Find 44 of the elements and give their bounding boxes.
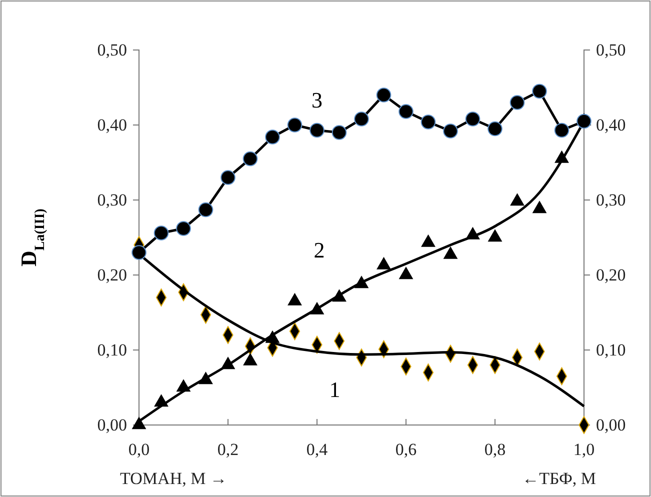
point (576, 114, 592, 129)
y-tick-label: 0,00 (97, 415, 127, 434)
point (354, 112, 369, 126)
point (310, 122, 324, 138)
point (488, 121, 502, 136)
y-tick-label: 0,50 (97, 40, 127, 60)
y2-tick-label: 0,40 (596, 115, 626, 134)
series-label: 1 (329, 377, 340, 402)
x-tick-label: 0,0 (128, 440, 150, 460)
point (198, 202, 214, 218)
y-tick-label: 0,30 (97, 190, 127, 210)
point (154, 226, 169, 240)
y-tick-label: 0,10 (97, 340, 127, 360)
point (443, 124, 458, 138)
x-tick-label: 1,0 (573, 440, 595, 460)
x-axis-title: ТОМАН, М → (120, 469, 227, 488)
y2-tick-label: 0,20 (596, 265, 626, 284)
point (532, 84, 547, 99)
point (176, 221, 191, 236)
x-tick-label: 0,6 (395, 440, 417, 460)
y2-tick-label: 0,30 (596, 190, 626, 210)
x-tick-label: 0,2 (217, 440, 239, 460)
y2-tick-label: 0,10 (596, 340, 626, 360)
y2-tick-label: 0,50 (596, 40, 626, 60)
point (376, 88, 392, 102)
point (398, 104, 414, 119)
point (420, 114, 436, 130)
y-tick-label: 0,20 (97, 265, 127, 284)
point (332, 125, 347, 140)
point (132, 245, 146, 260)
x-tick-label: 0,8 (484, 440, 506, 460)
point (465, 112, 480, 126)
series-label: 3 (312, 88, 322, 113)
point (220, 170, 236, 185)
y-tick-label: 0,40 (97, 115, 127, 134)
x-tick-label: 0,4 (306, 440, 328, 460)
point (510, 95, 525, 110)
point (554, 122, 570, 138)
series-label: 2 (314, 238, 325, 263)
text: ←ТБФ, М (522, 469, 596, 488)
point (242, 151, 258, 166)
point (265, 130, 280, 144)
y2-tick-label: 0,00 (596, 415, 626, 434)
point (287, 118, 302, 132)
